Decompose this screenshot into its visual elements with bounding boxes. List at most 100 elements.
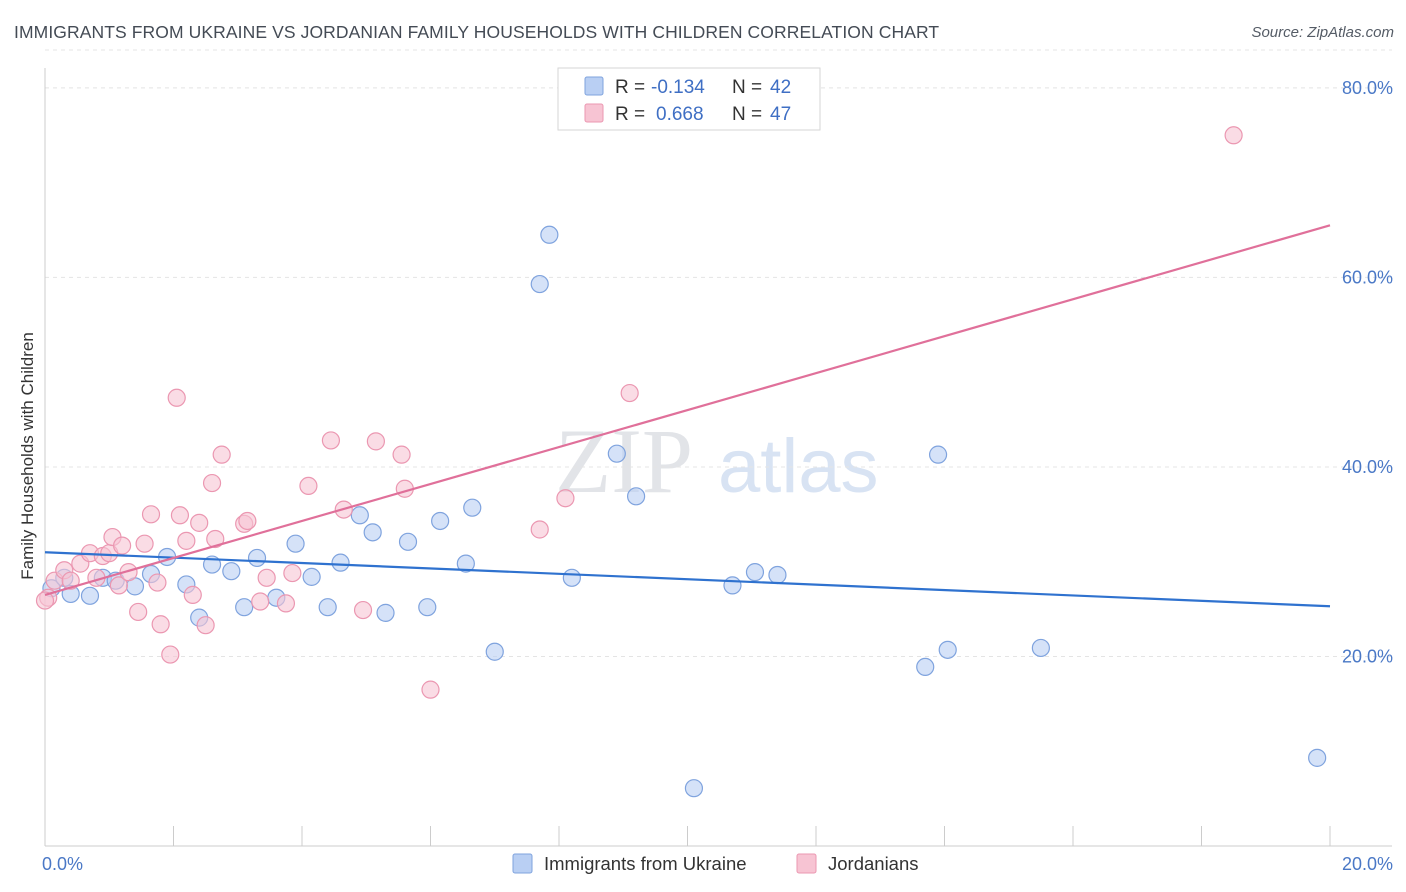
ukraine-point-13 xyxy=(235,598,254,617)
ukraine-point-27 xyxy=(463,498,482,517)
watermark-zip: ZIP xyxy=(555,410,693,512)
jordanian-point-30 xyxy=(251,592,270,611)
jordanian-point-12 xyxy=(119,563,138,582)
jordanian-point-11 xyxy=(112,536,132,555)
legend-swatch-pink xyxy=(584,103,604,123)
ukraine-point-20 xyxy=(350,506,369,525)
jordanian-point-20 xyxy=(170,506,190,525)
jordanian-point-38 xyxy=(366,432,385,451)
jordanian-point-19 xyxy=(167,388,186,407)
y-tick-labels: 20.0% 40.0% 60.0% 80.0% xyxy=(1342,78,1393,667)
jordanian-point-14 xyxy=(135,534,154,553)
jordanian-point-21 xyxy=(177,531,196,550)
y-tick-label-20: 20.0% xyxy=(1342,646,1393,666)
jordanian-point-35 xyxy=(321,431,341,450)
jordanian-point-26 xyxy=(206,529,225,549)
jordanian-point-15 xyxy=(141,505,161,524)
ukraine-point-35 xyxy=(723,576,742,595)
chart-title: IMMIGRANTS FROM UKRAINE VS JORDANIAN FAM… xyxy=(14,22,940,42)
ukraine-point-23 xyxy=(398,532,418,551)
jordanian-point-39 xyxy=(392,445,411,464)
series-jordanians xyxy=(35,126,1243,699)
ukraine-point-12 xyxy=(222,562,241,581)
jordanian-point-24 xyxy=(196,616,215,635)
jordanian-point-34 xyxy=(299,476,318,496)
jordanian-point-27 xyxy=(212,445,231,464)
jordanian-point-33 xyxy=(283,563,302,583)
ukraine-point-32 xyxy=(607,444,626,463)
x-ticks xyxy=(44,826,1331,846)
legend-top: R = -0.134 N = 42 R = 0.668 N = 47 xyxy=(557,67,821,131)
ukraine-point-29 xyxy=(530,274,549,294)
trend-lines xyxy=(44,224,1331,608)
legend-r-value-pink: 0.668 xyxy=(656,104,704,125)
ukraine-point-26 xyxy=(456,554,475,573)
ukraine-point-25 xyxy=(431,511,450,531)
ukraine-point-41 xyxy=(1031,638,1050,658)
jordanian-point-42 xyxy=(530,520,549,539)
legend-r-label-pink: R = xyxy=(615,104,645,125)
ukraine-point-37 xyxy=(768,565,787,585)
y-tick-label-40: 40.0% xyxy=(1342,457,1393,477)
y-tick-label-80: 80.0% xyxy=(1342,78,1393,98)
gridlines xyxy=(45,49,1392,657)
ukraine-point-16 xyxy=(286,534,305,553)
jordanian-point-10 xyxy=(109,576,128,595)
jordanian-point-46 xyxy=(35,591,55,610)
legend-bottom-swatch-pink xyxy=(796,853,817,874)
ukraine-point-14 xyxy=(247,548,267,568)
ukraine-point-31 xyxy=(562,568,581,587)
legend-swatch-blue xyxy=(584,76,604,96)
ukraine-point-36 xyxy=(745,563,765,582)
legend-r-label-blue: R = xyxy=(615,77,645,98)
axes xyxy=(44,68,1392,847)
jordanian-point-13 xyxy=(129,602,148,622)
ukraine-point-18 xyxy=(318,598,337,617)
ukraine-point-30 xyxy=(540,225,559,244)
legend-n-value-pink: 47 xyxy=(770,104,791,125)
trend-line-ukraine xyxy=(44,551,1331,608)
ukraine-point-3 xyxy=(80,586,100,605)
ukraine-point-39 xyxy=(928,445,948,464)
series-immigrants-from-ukraine xyxy=(42,225,1327,798)
jordanian-point-41 xyxy=(421,680,440,699)
jordanian-point-16 xyxy=(148,573,167,592)
ukraine-point-40 xyxy=(938,640,957,659)
ukraine-point-34 xyxy=(684,779,704,798)
ukraine-point-24 xyxy=(418,598,437,617)
jordanian-point-45 xyxy=(1224,126,1243,145)
legend-n-label-pink: N = xyxy=(732,104,762,125)
jordanian-point-37 xyxy=(353,600,373,620)
jordanian-point-43 xyxy=(556,489,575,508)
jordanian-point-22 xyxy=(183,585,202,604)
legend-bottom-label-pink: Jordanians xyxy=(828,853,919,874)
ukraine-point-22 xyxy=(376,603,395,622)
legend-r-value-blue: -0.134 xyxy=(651,77,705,98)
jordanian-point-23 xyxy=(190,513,209,532)
ukraine-point-17 xyxy=(302,567,321,586)
legend-n-label-blue: N = xyxy=(732,77,762,98)
ukraine-point-38 xyxy=(916,657,935,677)
trend-line-jordanians xyxy=(44,224,1331,596)
ukraine-point-33 xyxy=(626,487,646,506)
jordanian-point-25 xyxy=(202,473,222,493)
jordanian-point-3 xyxy=(61,571,80,590)
x-tick-label-min: 0.0% xyxy=(42,854,83,874)
ukraine-point-42 xyxy=(1308,748,1327,767)
ukraine-point-21 xyxy=(363,523,382,542)
jordanian-point-31 xyxy=(257,568,276,587)
y-tick-label-60: 60.0% xyxy=(1342,267,1393,287)
ukraine-point-28 xyxy=(485,642,504,661)
jordanian-point-44 xyxy=(620,383,639,403)
source-label: Source: ZipAtlas.com xyxy=(1251,24,1394,41)
legend-bottom-swatch-blue xyxy=(512,853,533,874)
jordanian-point-17 xyxy=(151,615,170,634)
legend-bottom-label-blue: Immigrants from Ukraine xyxy=(544,853,747,874)
jordanian-point-32 xyxy=(276,594,296,613)
legend-n-value-blue: 42 xyxy=(770,77,791,98)
jordanian-point-18 xyxy=(161,645,180,664)
y-axis-title: Family Households with Children xyxy=(18,332,37,580)
ukraine-point-19 xyxy=(331,553,350,572)
legend-bottom: Immigrants from Ukraine Jordanians xyxy=(512,853,919,874)
